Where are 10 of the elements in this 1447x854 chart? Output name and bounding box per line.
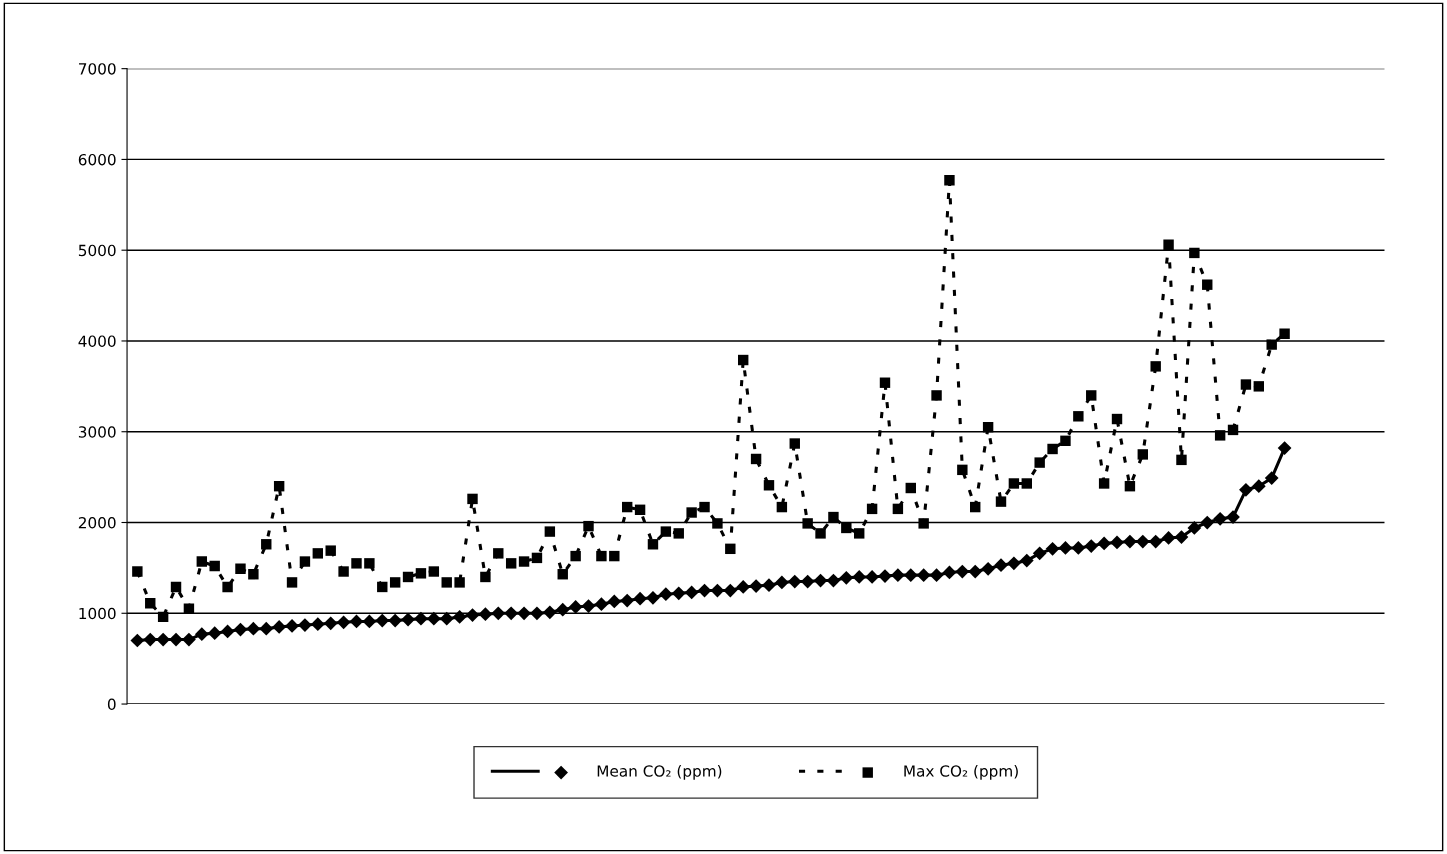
y-tick-label: 7000	[79, 63, 116, 75]
legend-label: Mean CO₂ (ppm)	[597, 764, 722, 780]
legend-label: Max CO₂ (ppm)	[904, 764, 1018, 780]
y-tick-label: 6000	[78, 153, 116, 166]
y-tick-label: 2000	[78, 516, 116, 529]
y-tick-label: 3000	[78, 426, 116, 438]
y-tick-label: 0	[107, 698, 116, 711]
y-tick-label: 1000	[79, 607, 116, 620]
y-tick-label: 4000	[78, 335, 116, 347]
y-tick-label: 5000	[78, 244, 116, 257]
